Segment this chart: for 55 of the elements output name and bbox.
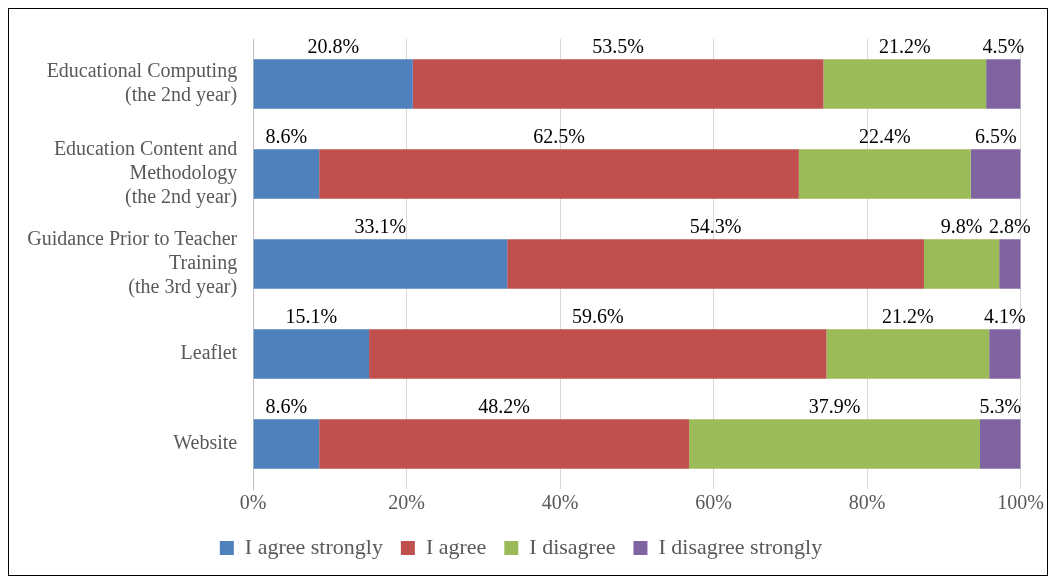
- data-label: 8.6%: [265, 394, 308, 417]
- data-label: 6.5%: [974, 124, 1017, 147]
- bar: [369, 329, 827, 379]
- bar: [798, 149, 971, 199]
- x-tick-label: 20%: [388, 491, 426, 514]
- data-label: 48.2%: [478, 394, 530, 417]
- data-label: 59.6%: [571, 304, 624, 327]
- data-label: 5.3%: [979, 394, 1022, 417]
- legend-label: I disagree strongly: [658, 533, 823, 559]
- data-label: 33.1%: [354, 214, 407, 237]
- bar: [253, 59, 413, 109]
- bar: [989, 329, 1021, 379]
- bar: [999, 239, 1021, 289]
- bar: [979, 419, 1021, 469]
- data-label: 21.2%: [878, 34, 931, 57]
- bar: [253, 149, 320, 199]
- x-tick-label: 100%: [997, 491, 1045, 514]
- bar: [826, 329, 990, 379]
- data-label: 62.5%: [533, 124, 585, 147]
- bar: [689, 419, 980, 469]
- data-label: 21.2%: [882, 304, 934, 327]
- bar: [319, 149, 799, 199]
- bar: [986, 59, 1021, 109]
- data-label: 4.1%: [984, 304, 1026, 327]
- data-label: 15.1%: [285, 304, 338, 327]
- data-label: 4.5%: [982, 34, 1025, 57]
- data-label: 22.4%: [858, 124, 911, 147]
- bar: [507, 239, 924, 289]
- y-tick-label: Guidance Prior to Teacher Training (the 3rd year): [27, 227, 238, 299]
- legend-label: I agree strongly: [244, 533, 383, 559]
- data-label: 20.8%: [307, 34, 360, 57]
- data-label: 9.8%: [940, 214, 983, 237]
- bar: [319, 419, 690, 469]
- y-tick-label: Educational Computing (the 2nd year): [46, 59, 238, 107]
- y-tick-label: Website: [173, 431, 238, 454]
- x-tick-label: 80%: [848, 491, 886, 514]
- x-tick-label: 60%: [695, 491, 733, 514]
- legend-label: I disagree: [529, 533, 616, 559]
- bar: [970, 149, 1021, 199]
- data-label: 37.9%: [808, 394, 861, 417]
- bar: [412, 59, 824, 109]
- legend-label: I agree: [425, 533, 487, 559]
- data-label: 53.5%: [592, 34, 644, 57]
- x-tick-label: 0%: [239, 491, 267, 514]
- data-label: 8.6%: [265, 124, 308, 147]
- bar: [923, 239, 1000, 289]
- x-tick-label: 40%: [541, 491, 579, 514]
- bar: [253, 239, 508, 289]
- y-tick-label: Leaflet: [180, 341, 238, 364]
- data-label: 2.8%: [989, 214, 1031, 237]
- bar: [253, 419, 320, 469]
- bar: [253, 329, 370, 379]
- bar: [823, 59, 987, 109]
- y-tick-label: Education Content and Methodology (the 2nd year): [53, 137, 238, 209]
- data-label: 54.3%: [689, 214, 742, 237]
